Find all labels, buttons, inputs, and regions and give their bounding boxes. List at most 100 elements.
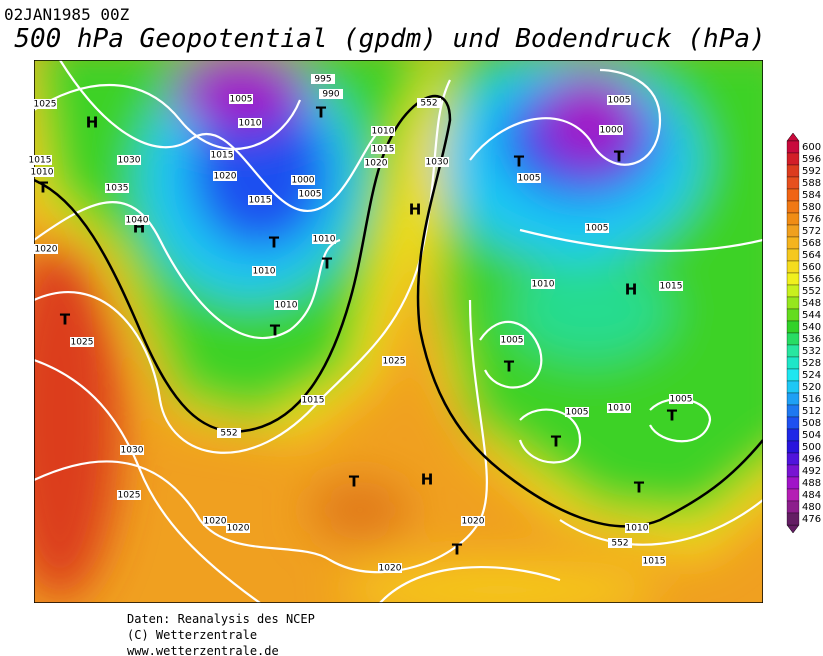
colorbar-swatch xyxy=(786,380,800,394)
colorbar-swatch xyxy=(786,140,800,154)
label-bg xyxy=(301,395,325,405)
label-bg xyxy=(70,337,94,347)
colorbar-label: 556 xyxy=(802,274,821,285)
isobar-label: 1010 xyxy=(626,524,649,534)
isobar-label: 1010 xyxy=(275,301,298,311)
label-bg xyxy=(378,563,402,573)
colorbar-swatch xyxy=(786,344,800,358)
colorbar-label: 572 xyxy=(802,226,821,237)
isobar-label: 1025 xyxy=(383,357,406,367)
isobar-label: 1005 xyxy=(608,96,631,106)
label-bg xyxy=(531,279,555,289)
label-bg xyxy=(125,215,149,225)
footer-line: (C) Wetterzentrale xyxy=(127,628,257,642)
colorbar-label: 564 xyxy=(802,250,821,261)
date: 02JAN1985 00Z xyxy=(4,5,130,24)
isobar-label: 1010 xyxy=(253,267,276,277)
colorbar-label: 516 xyxy=(802,394,821,405)
label-bg xyxy=(217,428,241,438)
colorbar-swatch xyxy=(786,356,800,370)
pressure-center: H xyxy=(409,201,422,219)
isobar-label: 1025 xyxy=(118,491,141,501)
colorbar-label: 508 xyxy=(802,418,821,429)
colorbar-label: 476 xyxy=(802,514,821,525)
pressure-center: T xyxy=(349,473,360,491)
label-bg xyxy=(274,300,298,310)
label-bg xyxy=(599,125,623,135)
label-bg xyxy=(298,189,322,199)
label-bg xyxy=(248,195,272,205)
colorbar-label: 492 xyxy=(802,466,821,477)
label-bg xyxy=(238,118,262,128)
colorbar-label: 600 xyxy=(802,142,821,153)
pressure-center: T xyxy=(667,407,678,425)
label-bg xyxy=(117,155,141,165)
pressure-center: H xyxy=(625,281,638,299)
colorbar-label: 504 xyxy=(802,430,821,441)
label-bg xyxy=(28,155,52,165)
colorbar-swatch xyxy=(786,308,800,322)
isobar-label: 1020 xyxy=(214,172,237,182)
colorbar-label: 580 xyxy=(802,202,821,213)
isobar-label: 1020 xyxy=(379,564,402,574)
label-bg xyxy=(669,394,693,404)
pressure-center: T xyxy=(38,179,49,197)
colorbar-swatch xyxy=(786,488,800,502)
label-bg xyxy=(371,144,395,154)
colorbar-label: 568 xyxy=(802,238,821,249)
label-bg xyxy=(291,175,315,185)
label-bg xyxy=(213,171,237,181)
label-bg xyxy=(319,89,343,99)
isobar-label: 1020 xyxy=(227,524,250,534)
label-bg xyxy=(607,403,631,413)
pressure-center: T xyxy=(322,255,333,273)
label-bg xyxy=(371,126,395,136)
label-bg xyxy=(517,173,541,183)
label-bg xyxy=(33,99,57,109)
colorbar-swatch xyxy=(786,212,800,226)
colorbar-swatch xyxy=(786,284,800,298)
pressure-center: T xyxy=(316,104,327,122)
pressure-center: T xyxy=(269,234,280,252)
colorbar-swatch xyxy=(786,476,800,490)
isobar-label: 1005 xyxy=(670,395,693,405)
colorbar-swatch xyxy=(786,440,800,454)
isobar-label: 1015 xyxy=(372,145,395,155)
label-bg xyxy=(34,244,58,254)
label-bg xyxy=(30,167,54,177)
map xyxy=(34,60,763,603)
isobar-label: 1015 xyxy=(643,557,666,567)
isobar-label: 1010 xyxy=(239,119,262,129)
isobar-label: 1005 xyxy=(501,336,524,346)
colorbar-swatch xyxy=(786,152,800,166)
colorbar-label: 592 xyxy=(802,166,821,177)
colorbar-swatch xyxy=(786,512,800,526)
label-bg xyxy=(117,490,141,500)
colorbar-label: 500 xyxy=(802,442,821,453)
colorbar-swatch xyxy=(786,188,800,202)
colorbar-label: 584 xyxy=(802,190,821,201)
label-bg xyxy=(203,516,227,526)
pressure-center: T xyxy=(60,311,71,329)
isobar-label: 1005 xyxy=(230,95,253,105)
isobar-label: 995 xyxy=(314,75,331,85)
isobar-label: 1005 xyxy=(518,174,541,184)
pressure-center: T xyxy=(270,322,281,340)
colorbar-label: 480 xyxy=(802,502,821,513)
colorbar-swatch xyxy=(786,332,800,346)
label-bg xyxy=(252,266,276,276)
colorbar-swatch xyxy=(786,248,800,262)
pressure-center: T xyxy=(634,479,645,497)
colorbar-label: 548 xyxy=(802,298,821,309)
label-bg xyxy=(229,94,253,104)
colorbar-label: 484 xyxy=(802,490,821,501)
isobar-label: 1010 xyxy=(372,127,395,137)
label-bg xyxy=(625,523,649,533)
label-bg xyxy=(382,356,406,366)
colorbar-label: 524 xyxy=(802,370,821,381)
colorbar-swatch xyxy=(786,320,800,334)
isobar-label: 1020 xyxy=(462,517,485,527)
colorbar-swatch xyxy=(786,200,800,214)
isobar-label: 990 xyxy=(322,90,339,100)
